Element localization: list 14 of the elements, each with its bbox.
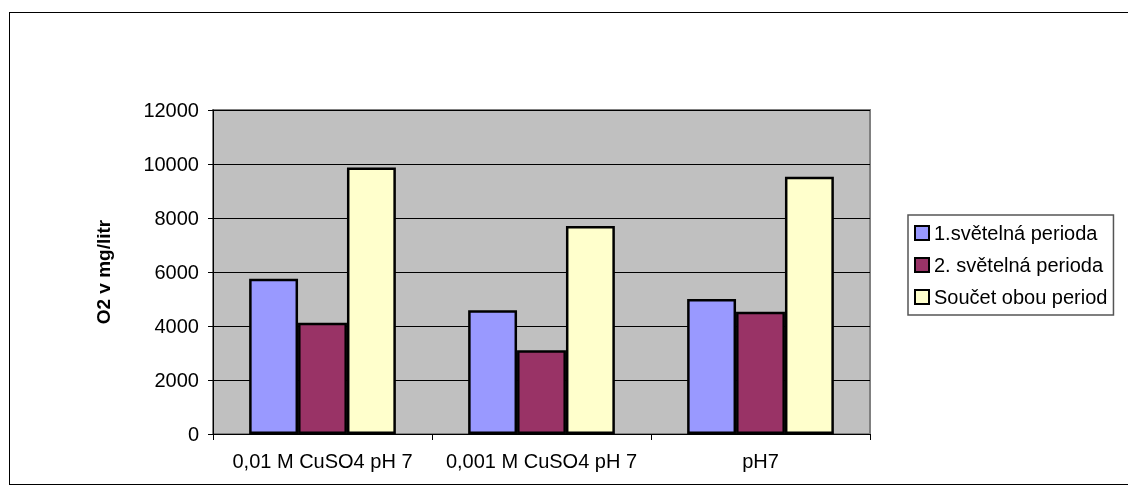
legend-label: 2. světelná perioda (934, 254, 1104, 276)
y-tick-label: 4000 (154, 315, 199, 337)
legend-label: Součet obou period (934, 286, 1108, 308)
y-tick-label: 0 (187, 423, 199, 445)
y-tick-label: 10000 (143, 153, 199, 175)
y-axis-title: O2 v mg/litr (93, 219, 114, 325)
x-tick-label: 0,001 M CuSO4 pH 7 (445, 450, 638, 472)
y-tick-label: 6000 (154, 261, 199, 283)
y-tick-label: 2000 (154, 369, 199, 391)
y-tick-label: 8000 (154, 207, 199, 229)
legend-label: 1.světelná perioda (934, 222, 1099, 244)
x-tick-label: 0,01 M CuSO4 pH 7 (232, 450, 413, 472)
x-tick-label: pH7 (742, 450, 779, 472)
y-tick-label: 12000 (143, 99, 199, 121)
